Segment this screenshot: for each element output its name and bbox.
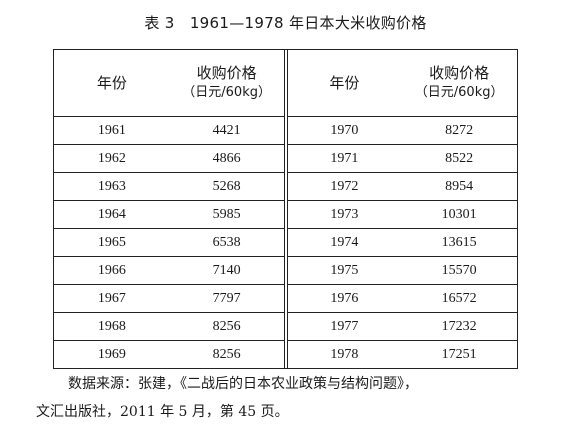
- table-title: 表 3 1961—1978 年日本大米收购价格: [144, 14, 427, 32]
- table-row: 1962 4866 1971 8522: [54, 144, 517, 173]
- table-row: 1964 5985 1973 10301: [54, 200, 517, 229]
- year-cell: 1970: [283, 116, 402, 145]
- price-cell: 5268: [169, 172, 286, 201]
- price-cell: 8272: [401, 116, 517, 145]
- header-price-unit: （日元/60kg）: [182, 85, 271, 100]
- price-cell: 6538: [169, 228, 286, 257]
- year-cell: 1977: [283, 312, 402, 341]
- header-price-right: 收购价格 （日元/60kg）: [401, 50, 517, 117]
- table-row: 1965 6538 1974 13615: [54, 228, 517, 257]
- year-cell: 1961: [54, 116, 170, 145]
- price-cell: 4421: [169, 116, 286, 145]
- year-cell: 1976: [283, 284, 402, 313]
- table-row: 1969 8256 1978 17251: [54, 340, 517, 368]
- year-cell: 1963: [54, 172, 170, 201]
- price-cell: 17232: [401, 312, 517, 341]
- year-cell: 1962: [54, 144, 170, 173]
- header-year-left: 年份: [54, 50, 170, 117]
- table-row: 1968 8256 1977 17232: [54, 312, 517, 341]
- table-row: 1963 5268 1972 8954: [54, 172, 517, 201]
- year-cell: 1975: [283, 256, 402, 285]
- table-body: 1961 4421 1970 8272 1962 4866 1971 8522 1963 5268…: [54, 116, 517, 368]
- table-row: 1966 7140 1975 15570: [54, 256, 517, 285]
- year-cell: 1972: [283, 172, 402, 201]
- year-cell: 1968: [54, 312, 170, 341]
- price-cell: 10301: [401, 200, 517, 229]
- price-cell: 15570: [401, 256, 517, 285]
- table-header-row: 年份 收购价格 （日元/60kg） 年份 收购价格 （日元/60kg）: [54, 50, 517, 117]
- source-note-line-2: 文汇出版社，2011 年 5 月，第 45 页。: [36, 404, 289, 420]
- price-cell: 13615: [401, 228, 517, 257]
- source-note-line-1: 数据来源：张建，《二战后的日本农业政策与结构问题》，: [68, 376, 418, 392]
- year-cell: 1974: [283, 228, 402, 257]
- price-cell: 17251: [441, 346, 477, 362]
- price-cell: 8522: [401, 144, 517, 173]
- header-year-right: 年份: [283, 50, 402, 117]
- year-cell: 1967: [54, 284, 170, 313]
- header-price-label: 收购价格: [196, 64, 257, 82]
- source-note: 数据来源：张建，《二战后的日本农业政策与结构问题》， 文汇出版社，2011 年 …: [36, 370, 556, 426]
- header-price-left: 收购价格 （日元/60kg）: [169, 50, 286, 117]
- year-cell: 1978: [283, 340, 402, 368]
- price-cell: 4866: [169, 144, 286, 173]
- table-row: 1967 7797 1976 16572: [54, 284, 517, 313]
- header-price-unit: （日元/60kg）: [414, 85, 504, 100]
- year-cell: 1965: [54, 228, 170, 257]
- price-cell: 8256: [169, 312, 286, 341]
- year-cell: 1969: [97, 346, 126, 362]
- price-cell: 8954: [401, 172, 517, 201]
- table-row: 1961 4421 1970 8272: [54, 116, 517, 145]
- header-price-label: 收购价格: [429, 64, 490, 82]
- price-cell: 7797: [169, 284, 286, 313]
- price-cell: 5985: [169, 200, 286, 229]
- year-cell: 1973: [283, 200, 402, 229]
- price-cell: 7140: [169, 256, 286, 285]
- year-cell: 1964: [54, 200, 170, 229]
- price-table: 年份 收购价格 （日元/60kg） 年份 收购价格 （日元/60kg） 1961…: [53, 49, 518, 369]
- price-cell: 8256: [212, 346, 241, 362]
- price-cell: 16572: [401, 284, 517, 313]
- year-cell: 1966: [54, 256, 170, 285]
- year-cell: 1971: [283, 144, 402, 173]
